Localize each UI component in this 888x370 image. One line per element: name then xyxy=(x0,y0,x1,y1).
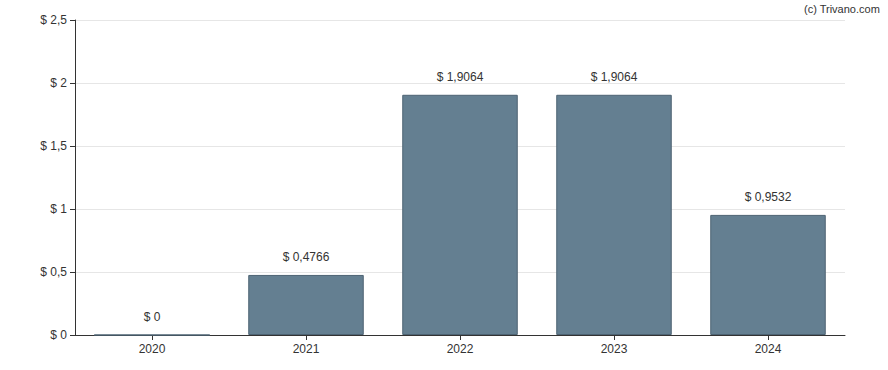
svg-text:2024: 2024 xyxy=(755,342,782,356)
svg-text:2020: 2020 xyxy=(139,342,166,356)
svg-text:$ 0,9532: $ 0,9532 xyxy=(745,190,792,204)
svg-text:2022: 2022 xyxy=(447,342,474,356)
svg-text:$ 1,5: $ 1,5 xyxy=(40,139,67,153)
svg-text:$ 2: $ 2 xyxy=(50,76,67,90)
svg-text:$ 2,5: $ 2,5 xyxy=(40,13,67,27)
svg-text:$ 0,5: $ 0,5 xyxy=(40,265,67,279)
svg-text:$ 0: $ 0 xyxy=(144,310,161,324)
svg-text:$ 0,4766: $ 0,4766 xyxy=(283,250,330,264)
svg-text:$ 0: $ 0 xyxy=(50,328,67,342)
svg-text:$ 1,9064: $ 1,9064 xyxy=(591,70,638,84)
svg-text:$ 1: $ 1 xyxy=(50,202,67,216)
svg-text:$ 1,9064: $ 1,9064 xyxy=(437,70,484,84)
svg-text:2021: 2021 xyxy=(293,342,320,356)
svg-text:2023: 2023 xyxy=(601,342,628,356)
svg-text:(c) Trivano.com: (c) Trivano.com xyxy=(804,3,880,15)
